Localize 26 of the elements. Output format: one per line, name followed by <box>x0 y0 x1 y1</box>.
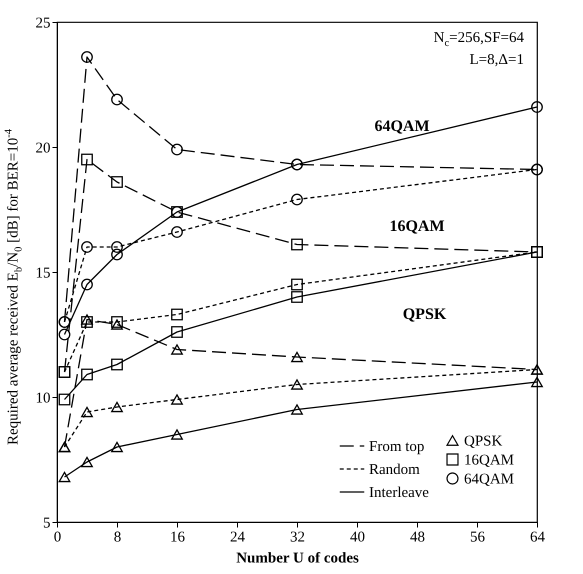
x-axis-title: Number U of codes <box>236 550 359 566</box>
y-tick-label: 15 <box>36 266 50 282</box>
x-tick-label: 64 <box>530 530 546 546</box>
annotation: Interleave <box>369 485 430 501</box>
x-tick-label: 16 <box>170 530 186 546</box>
annotation: 64QAM <box>374 118 430 136</box>
y-tick-label: 20 <box>36 140 50 156</box>
x-tick-label: 32 <box>290 530 305 546</box>
y-tick-label: 25 <box>36 16 50 32</box>
annotation: From top <box>369 439 424 455</box>
annotation: QPSK <box>402 306 446 324</box>
parameter-note: L=8,Δ=1 <box>470 52 524 69</box>
legend-label: 64QAM <box>464 472 514 488</box>
x-tick-label: 40 <box>350 530 365 546</box>
x-tick-label: 8 <box>114 530 122 546</box>
legend-label: 16QAM <box>464 452 514 468</box>
y-tick-label: 5 <box>43 516 50 532</box>
annotation: Random <box>369 462 420 478</box>
x-tick-label: 0 <box>54 530 62 546</box>
x-tick-label: 56 <box>470 530 486 546</box>
y-tick-label: 10 <box>36 390 50 406</box>
legend-label: QPSK <box>464 434 503 450</box>
x-tick-label: 24 <box>230 530 246 546</box>
parameter-note: N$_{c}$=256,SF=64 <box>434 30 524 49</box>
x-tick-label: 48 <box>410 530 425 546</box>
annotation: 16QAM <box>389 218 445 236</box>
